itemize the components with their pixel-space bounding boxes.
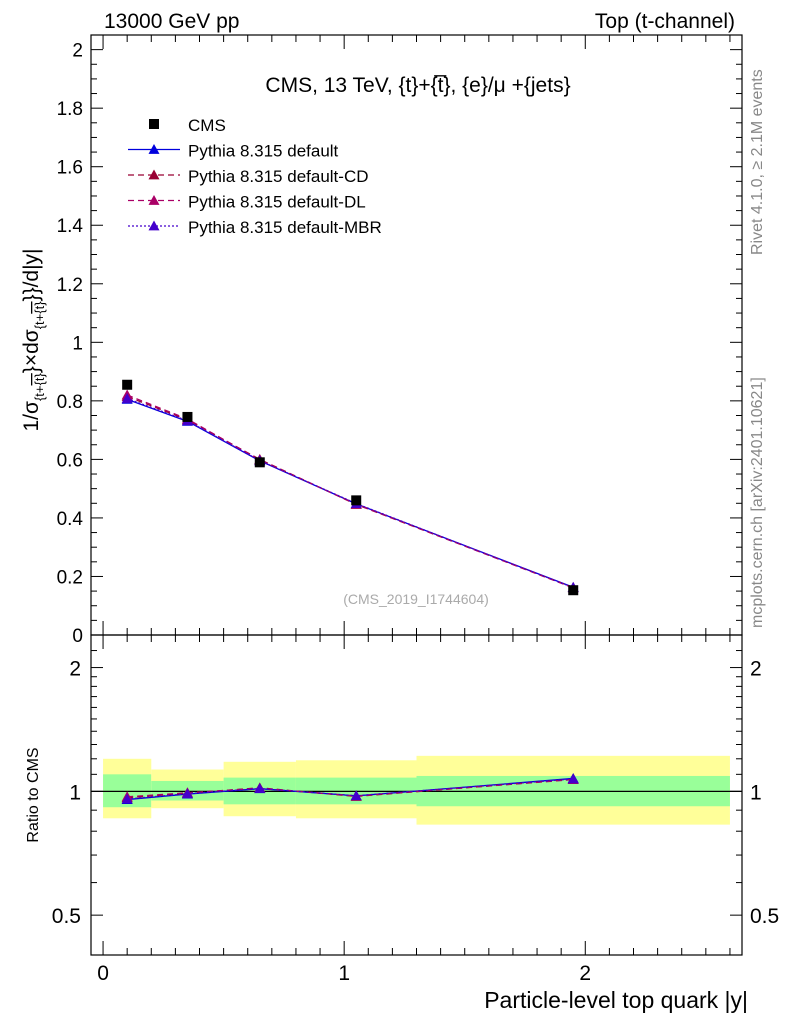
data-point: [568, 585, 579, 596]
y-tick-label: 1: [72, 333, 83, 354]
data-point: [182, 411, 193, 422]
ratio-tick-label: 0.5: [52, 905, 81, 928]
series-line-3: [126, 397, 574, 589]
legend-marker-data: [149, 119, 159, 129]
data-point: [351, 495, 362, 506]
series-layer: [121, 379, 579, 804]
ratio-axis-label: Ratio to CMS: [25, 747, 42, 842]
legend-marker-2: [148, 195, 160, 205]
y-axis-label-over2: {t}: [32, 301, 47, 314]
ratio-tick-label: 1: [69, 781, 81, 804]
ratio-tick-label: 2: [69, 658, 81, 681]
axes-layer: 0 0.2 0.4 0.6 0.8 1 1.2 1.4 1.6 1.8 2 0 1 2 0.5 0.5 1 1 2 2: [52, 34, 779, 985]
ratio-marker-3: [181, 788, 193, 799]
legend: CMS Pythia 8.315 default Pythia 8.315 defa…: [128, 116, 382, 237]
y-tick-label: 0: [72, 626, 83, 647]
legend-marker-1: [148, 169, 160, 180]
series-marker-3: [121, 393, 133, 403]
y-axis-label-sub2: {t+: [32, 314, 47, 330]
y-tick-label: 1.2: [57, 275, 83, 296]
series-line-2: [126, 394, 574, 589]
y-axis-label-sub1: {t+: [32, 385, 47, 401]
legend-marker-0: [148, 144, 160, 154]
legend-label-1: Pythia 8.315 default-CD: [188, 167, 369, 186]
y-axis-label-part1: 1/σ: [20, 401, 43, 432]
legend-marker-3: [148, 220, 160, 231]
ratio-marker-3: [567, 773, 579, 784]
ratio-tick-label-right: 0.5: [750, 905, 779, 928]
ratio-marker-3: [254, 783, 266, 793]
y-tick-label: 1.8: [57, 99, 83, 120]
ratio-tick-label-right: 2: [750, 658, 762, 681]
y-tick-label: 0.4: [57, 509, 84, 530]
y-axis-label: 1/σ{t+{t}}×dσ{t+{t}}}/d|y|: [20, 248, 47, 431]
x-tick-label: 2: [579, 962, 591, 985]
y-axis-label-part3: }}/d|y|: [20, 248, 43, 301]
data-point: [122, 379, 133, 390]
ratio-uncertainty-bands: [91, 755, 742, 825]
legend-label-2: Pythia 8.315 default-DL: [188, 193, 366, 212]
chart-title: CMS, 13 TeV, {t}+{t̅}, {e}/μ +{jets}: [265, 74, 570, 97]
rivet-version-label: Rivet 4.1.0, ≥ 2.1M events: [749, 69, 766, 255]
legend-label-3: Pythia 8.315 default-MBR: [188, 218, 382, 237]
legend-label-0: Pythia 8.315 default: [188, 142, 339, 161]
x-axis-label: Particle-level top quark |y|: [484, 987, 748, 1013]
y-tick-label: 1.4: [57, 216, 84, 237]
y-axis-label-over1: {t}: [32, 373, 47, 386]
mcplots-reference-label: mcplots.cern.ch [arXiv:2401.10621]: [749, 377, 766, 628]
y-tick-label: 0.2: [57, 567, 83, 588]
y-tick-label: 0.6: [57, 450, 83, 471]
y-tick-label: 0.8: [57, 392, 83, 413]
x-tick-label: 0: [97, 962, 109, 985]
legend-label-data: CMS: [188, 116, 226, 135]
ratio-marker-3: [121, 793, 133, 804]
header-process-label: Top (t-channel): [595, 10, 735, 33]
y-axis-label-part2: }×dσ: [20, 329, 43, 373]
header-energy-label: 13000 GeV pp: [104, 10, 239, 33]
data-point: [254, 457, 265, 468]
ratio-marker-3: [350, 790, 362, 801]
ratio-tick-label-right: 1: [750, 781, 762, 804]
x-tick-label: 1: [338, 962, 350, 985]
y-tick-label: 2: [72, 41, 83, 62]
series-line-0: [126, 398, 574, 588]
y-tick-label: 1.6: [57, 158, 83, 179]
analysis-watermark: (CMS_2019_I1744604): [343, 591, 489, 607]
